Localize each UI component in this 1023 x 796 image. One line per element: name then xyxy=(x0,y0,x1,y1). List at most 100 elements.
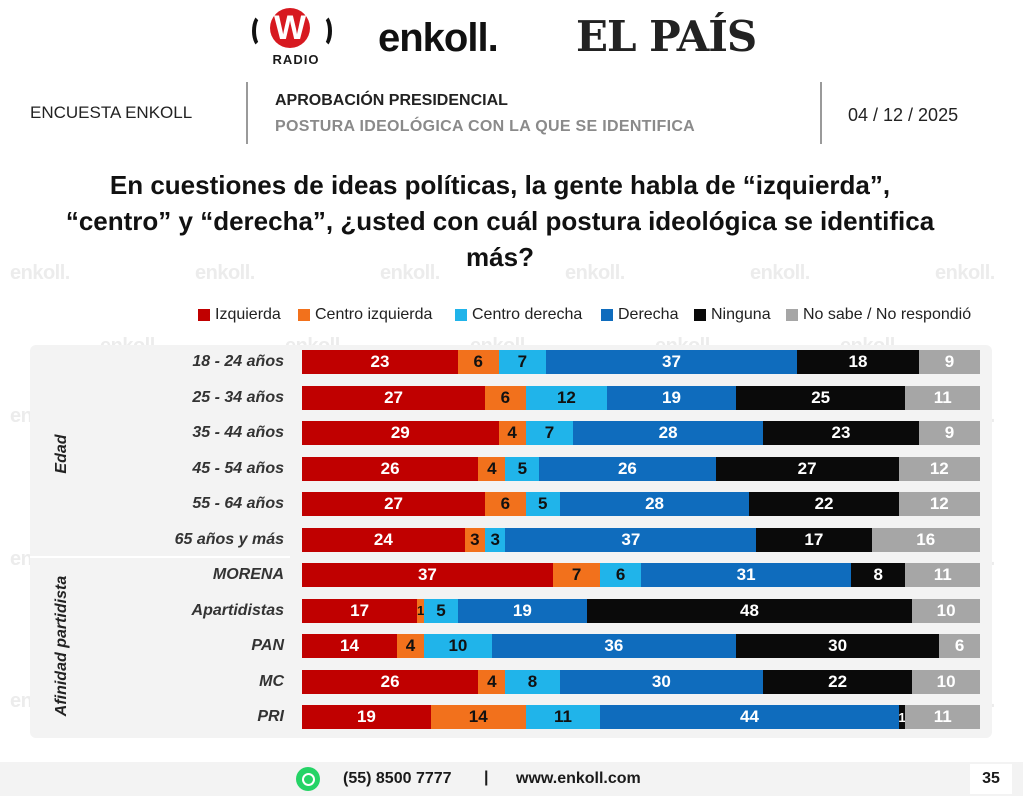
data-label: 24 xyxy=(373,529,393,549)
watermark: enkoll. xyxy=(935,262,995,284)
bar-segment: 4 xyxy=(478,456,506,481)
bar-segment: 23 xyxy=(302,350,458,374)
data-label: 9 xyxy=(944,423,955,442)
bar-segment: 37 xyxy=(302,563,553,587)
bar-segment: 4 xyxy=(396,634,425,658)
bar-segment: 26 xyxy=(302,456,479,481)
whatsapp-icon xyxy=(296,767,320,791)
bar-segment: 27 xyxy=(302,385,486,410)
bar-segment: 19 xyxy=(607,385,736,410)
data-label: 19 xyxy=(662,387,681,407)
bar-segment: 28 xyxy=(559,492,750,516)
bar-segment: 10 xyxy=(912,598,980,623)
data-label: 26 xyxy=(380,671,400,691)
data-label: 10 xyxy=(936,671,956,691)
data-label: 10 xyxy=(448,636,468,655)
bar-segment: 16 xyxy=(871,527,980,552)
page-number: 35 xyxy=(970,764,1012,794)
bar-segment: 19 xyxy=(302,705,431,729)
bar-segment: 30 xyxy=(735,634,940,658)
category-label: 55 - 64 años xyxy=(192,495,284,512)
bar-segment: 6 xyxy=(457,350,499,374)
data-label: 44 xyxy=(740,707,759,726)
legend-swatch xyxy=(786,309,798,321)
page-title: APROBACIÓN PRESIDENCIAL xyxy=(275,92,508,109)
survey-question: En cuestiones de ideas políticas, la gen… xyxy=(65,170,935,272)
bar-segment: 18 xyxy=(796,350,919,374)
data-label: 26 xyxy=(380,458,400,478)
data-label: 4 xyxy=(487,671,497,691)
data-label: 11 xyxy=(933,707,952,726)
chart-legend: Izquierda Centro izquierda Centro derecha D… xyxy=(0,306,1023,328)
data-label: 6 xyxy=(615,565,626,584)
data-label: 6 xyxy=(500,494,511,513)
bar-segment: 19 xyxy=(457,598,587,623)
category-label: 45 - 54 años xyxy=(192,459,284,477)
signal-arc-left-icon xyxy=(252,14,270,48)
legend-label: No sabe / No respondió xyxy=(803,306,972,323)
bar-segment: 5 xyxy=(424,598,458,623)
data-label: 18 xyxy=(848,352,868,371)
bar-segment: 8 xyxy=(851,563,906,587)
bar-segment: 9 xyxy=(918,421,980,445)
legend-label: Ninguna xyxy=(711,306,771,323)
bar-segment: 37 xyxy=(546,350,797,374)
category-label: PAN xyxy=(251,637,284,654)
legend-item: Izquierda xyxy=(198,306,281,324)
data-label: 26 xyxy=(617,458,637,478)
data-label: 9 xyxy=(944,352,955,371)
data-label: 11 xyxy=(554,707,573,726)
legend-item: No sabe / No respondió xyxy=(786,306,971,324)
legend-item: Derecha xyxy=(601,306,678,324)
bar-segment: 36 xyxy=(491,634,736,658)
bar-segment: 27 xyxy=(715,456,899,481)
bar-segment: 31 xyxy=(641,563,852,587)
data-label: 12 xyxy=(929,494,949,513)
legend-item: Centro izquierda xyxy=(298,306,432,324)
signal-arc-right-icon xyxy=(314,14,332,48)
bar-segment: 30 xyxy=(559,669,764,694)
data-label: 12 xyxy=(929,458,949,478)
header-divider xyxy=(820,82,822,144)
bar-segment: 24 xyxy=(302,527,465,552)
bar-segment: 11 xyxy=(525,705,601,729)
legend-label: Izquierda xyxy=(215,306,281,323)
bar-segment: 26 xyxy=(302,669,479,694)
legend-swatch xyxy=(455,309,467,321)
w-radio-mark: W xyxy=(270,8,310,48)
data-label: 17 xyxy=(804,529,824,549)
data-label: 37 xyxy=(621,529,641,549)
bar-segment: 14 xyxy=(302,634,397,658)
data-label: 7 xyxy=(517,352,528,371)
data-label: 6 xyxy=(500,387,511,407)
data-label: 29 xyxy=(390,423,410,442)
data-label: 10 xyxy=(936,600,956,620)
category-label: 18 - 24 años xyxy=(192,353,284,370)
data-label: 48 xyxy=(740,600,759,620)
category-label: Apartidistas xyxy=(191,601,284,619)
bar-segment: 12 xyxy=(898,492,980,516)
bar-segment: 7 xyxy=(525,421,574,445)
data-label: 4 xyxy=(507,423,517,442)
data-label: 4 xyxy=(405,636,416,655)
data-label: 6 xyxy=(473,352,483,371)
data-label: 7 xyxy=(544,423,555,442)
bar-segment: 3 xyxy=(464,527,486,552)
bar-segment: 17 xyxy=(302,598,418,623)
legend-label: Centro derecha xyxy=(472,306,583,323)
category-label: MC xyxy=(259,672,284,690)
data-label: 30 xyxy=(828,636,848,655)
bar-segment: 27 xyxy=(302,492,486,516)
data-label: 5 xyxy=(517,458,528,478)
bar-segment: 4 xyxy=(498,421,526,445)
watermark: enkoll. xyxy=(380,262,440,284)
data-label: 28 xyxy=(645,494,664,513)
data-label: 22 xyxy=(814,494,834,513)
data-label: 1 xyxy=(417,603,425,618)
data-label: 27 xyxy=(384,387,403,407)
footer-separator: | xyxy=(484,769,489,786)
footer-phone: (55) 8500 7777 xyxy=(343,770,452,787)
data-label: 22 xyxy=(828,671,848,691)
footer-website: www.enkoll.com xyxy=(516,770,641,787)
data-label: 8 xyxy=(527,671,538,691)
